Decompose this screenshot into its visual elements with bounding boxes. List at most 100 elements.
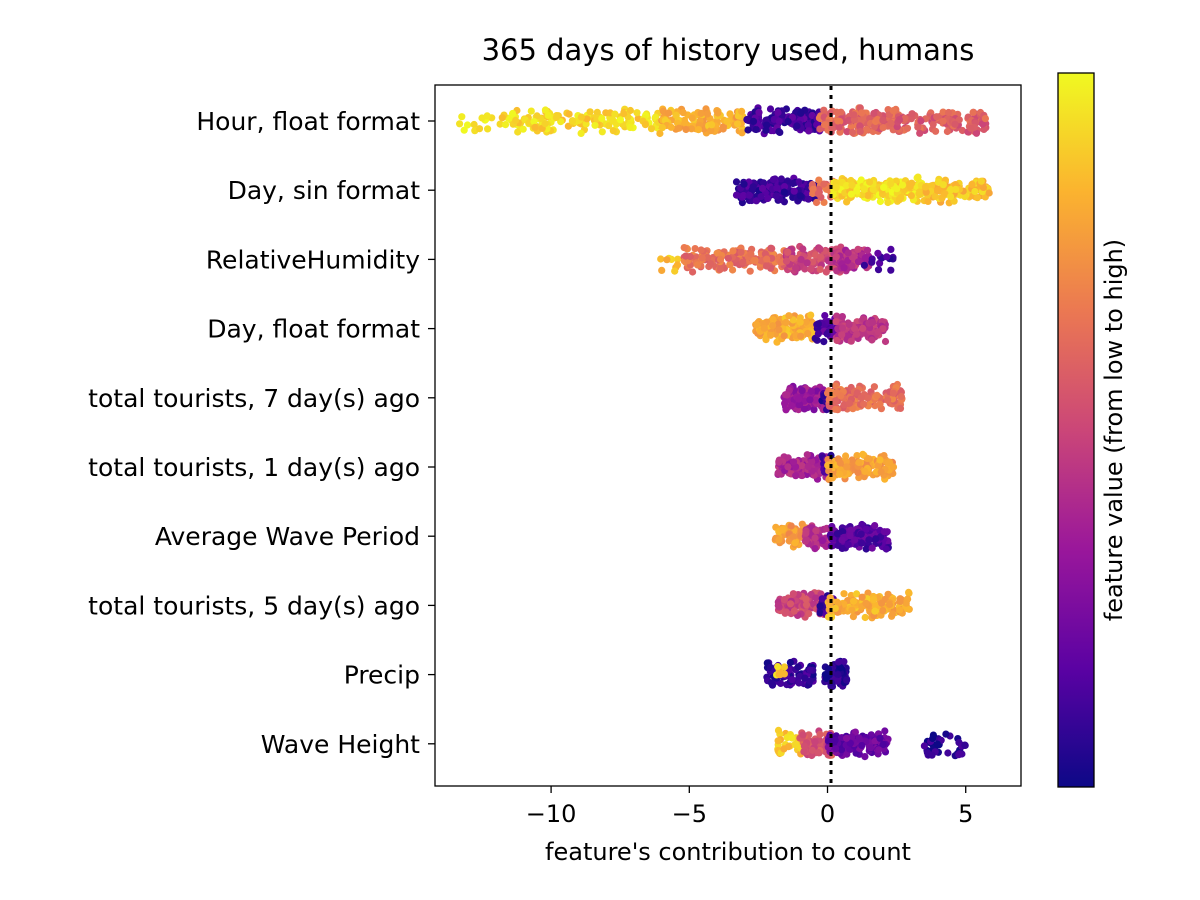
data-point — [874, 249, 882, 257]
data-point — [855, 734, 863, 742]
data-point — [739, 191, 748, 200]
data-point — [879, 124, 887, 132]
data-point — [698, 254, 706, 262]
data-point — [665, 109, 673, 117]
data-point — [875, 746, 883, 754]
data-point — [848, 606, 856, 614]
data-point — [764, 194, 772, 203]
data-point — [767, 331, 775, 339]
data-point — [788, 734, 796, 742]
data-point — [767, 244, 775, 252]
data-point — [893, 185, 901, 193]
data-point — [806, 396, 814, 404]
data-point — [861, 753, 869, 761]
data-point — [790, 607, 798, 615]
data-point — [825, 467, 833, 475]
data-point — [790, 187, 798, 195]
data-point — [884, 198, 892, 207]
x-tick-label: 0 — [820, 800, 835, 828]
data-point — [833, 312, 841, 320]
data-point — [850, 597, 858, 605]
data-point — [980, 125, 988, 133]
data-point — [800, 748, 808, 756]
data-point — [861, 467, 869, 475]
data-point — [682, 125, 690, 134]
data-point — [804, 195, 813, 203]
data-point — [671, 267, 679, 275]
data-point — [807, 265, 815, 273]
data-point — [843, 676, 851, 684]
data-point — [877, 468, 885, 476]
data-point — [879, 116, 887, 124]
y-tick-label: Day, sin format — [228, 176, 421, 205]
data-point — [743, 115, 751, 124]
data-point — [860, 400, 868, 408]
data-point — [706, 260, 715, 268]
data-point — [823, 330, 831, 338]
x-axis-label: feature's contribution to count — [545, 838, 911, 866]
data-point — [799, 731, 807, 739]
data-point — [858, 741, 866, 750]
data-point — [784, 118, 792, 126]
data-point — [842, 734, 851, 742]
data-point — [784, 463, 792, 471]
data-point — [732, 191, 741, 199]
data-point — [944, 749, 952, 757]
data-point — [688, 114, 696, 122]
data-point — [750, 256, 758, 264]
data-point — [868, 336, 876, 344]
data-point — [862, 525, 871, 533]
data-point — [832, 184, 840, 192]
data-point — [876, 734, 884, 742]
data-point — [843, 128, 851, 136]
data-point — [692, 254, 700, 262]
data-point — [881, 727, 889, 735]
data-point — [836, 470, 844, 478]
data-point — [729, 266, 737, 274]
data-point — [929, 734, 937, 743]
data-point — [789, 458, 798, 466]
data-point — [732, 178, 741, 186]
data-point — [840, 658, 848, 666]
data-point — [814, 330, 823, 338]
colorbar-label: feature value (from low to high) — [1100, 239, 1128, 621]
data-point — [541, 106, 550, 114]
data-point — [682, 120, 690, 128]
data-point — [611, 110, 619, 118]
data-point — [971, 187, 979, 196]
data-point — [697, 109, 705, 117]
data-point — [854, 245, 862, 253]
data-point — [857, 394, 865, 402]
data-point — [833, 108, 841, 116]
data-point — [565, 110, 573, 118]
data-point — [833, 336, 841, 345]
data-point — [814, 320, 822, 328]
data-point — [724, 254, 733, 262]
data-point — [887, 266, 895, 274]
data-point — [896, 404, 905, 412]
data-point — [917, 117, 925, 125]
data-point — [774, 108, 782, 117]
data-point — [693, 261, 702, 269]
data-point — [858, 109, 866, 117]
data-point — [763, 255, 771, 263]
data-point — [862, 599, 870, 607]
data-point — [738, 107, 746, 115]
data-point — [744, 126, 752, 134]
y-tick-label: Wave Height — [261, 730, 420, 759]
data-point — [818, 595, 826, 603]
data-point — [883, 253, 891, 261]
data-point — [876, 456, 884, 464]
data-point — [745, 191, 753, 199]
data-point — [658, 266, 666, 274]
data-point — [781, 399, 789, 407]
data-point — [861, 613, 869, 622]
data-point — [856, 122, 864, 130]
data-point — [856, 128, 864, 136]
data-point — [814, 190, 823, 198]
data-point — [799, 245, 807, 253]
data-point — [955, 751, 963, 759]
data-point — [796, 192, 805, 200]
data-point — [674, 255, 682, 263]
